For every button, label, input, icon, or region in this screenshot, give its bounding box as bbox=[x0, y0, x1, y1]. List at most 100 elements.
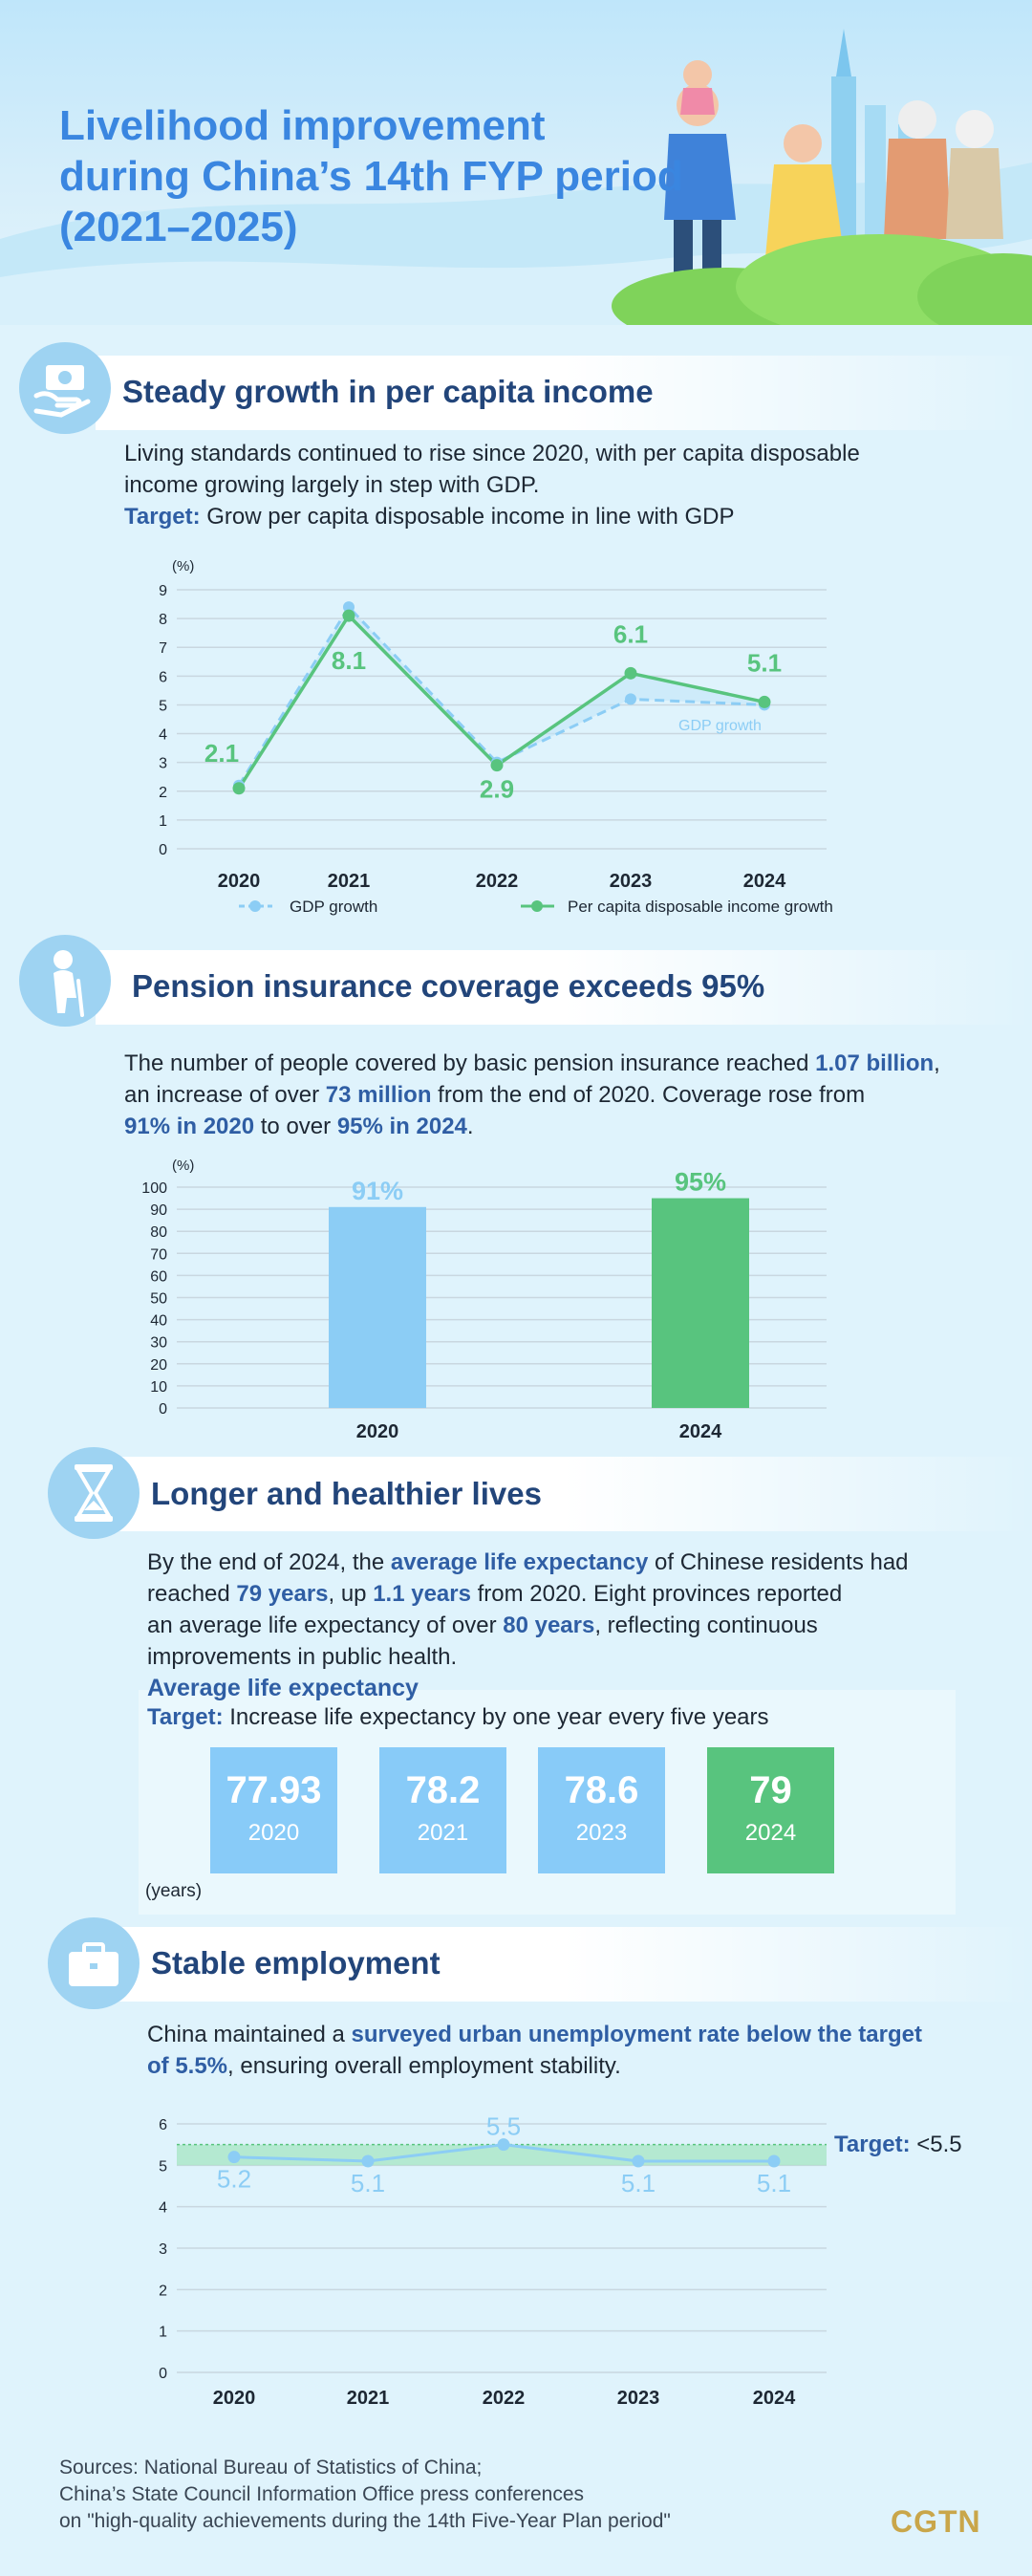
income-point bbox=[758, 695, 771, 708]
pension-text: from the end of 2020. Coverage rose from bbox=[431, 1082, 866, 1108]
unemployment-point bbox=[497, 2138, 510, 2152]
x-category-label: 2021 bbox=[328, 871, 371, 892]
pension-highlight: 95% in 2024 bbox=[336, 1114, 467, 1139]
y-tick-label: 60 bbox=[150, 1268, 167, 1285]
x-category-label: 2020 bbox=[213, 2388, 256, 2409]
y-tick-label: 5 bbox=[159, 2158, 167, 2175]
life-card-value: 78.6 bbox=[564, 1769, 639, 1811]
y-tick-label: 3 bbox=[159, 756, 167, 772]
pension-data-label: 91% bbox=[352, 1177, 403, 1205]
life-paragraph: By the end of 2024, the average life exp… bbox=[147, 1547, 909, 1673]
pension-bar bbox=[329, 1206, 426, 1408]
pension-section-band bbox=[96, 950, 1032, 1025]
life-text: improvements in public health. bbox=[147, 1644, 458, 1670]
life-title: Longer and healthier lives bbox=[151, 1476, 542, 1511]
cgtn-logo: CGTN bbox=[891, 2504, 981, 2539]
y-tick-label: 30 bbox=[150, 1335, 167, 1352]
pension-bar-chart: 0 10 20 30 40 50 60 70 80 90 100 (%) 91% 2020 95% 2024 bbox=[141, 1158, 827, 1442]
employment-text: China maintained a bbox=[147, 2022, 352, 2047]
income-data-label: 2.1 bbox=[204, 739, 239, 768]
life-card-2023: 78.6 2023 bbox=[538, 1747, 665, 1873]
pension-highlight: 91% in 2020 bbox=[124, 1114, 255, 1139]
income-data-label: 8.1 bbox=[332, 646, 366, 675]
income-line-2: income growing largely in step with GDP. bbox=[124, 472, 540, 498]
y-tick-label: 1 bbox=[159, 813, 167, 830]
employment-paragraph: China maintained a surveyed urban unempl… bbox=[147, 2019, 922, 2082]
income-data-label: 5.1 bbox=[747, 648, 782, 677]
y-tick-label: 80 bbox=[150, 1224, 167, 1241]
unemployment-point bbox=[227, 2151, 241, 2164]
pension-text: an increase of over bbox=[124, 1082, 326, 1108]
source-line: Sources: National Bureau of Statistics o… bbox=[59, 2457, 483, 2479]
employment-highlight: of 5.5% bbox=[147, 2053, 228, 2079]
unemployment-data-label: 5.2 bbox=[217, 2165, 251, 2194]
y-tick-label: 2 bbox=[159, 785, 167, 801]
employment-target: Target: <5.5 bbox=[834, 2132, 962, 2158]
hourglass-icon bbox=[48, 1447, 140, 1539]
y-unit-label: (%) bbox=[172, 558, 194, 574]
employment-highlight: surveyed urban unemployment rate below t… bbox=[351, 2022, 922, 2047]
life-card-year: 2020 bbox=[247, 1820, 300, 1846]
unemployment-data-label: 5.1 bbox=[351, 2169, 385, 2197]
unemployment-data-label: 5.5 bbox=[486, 2112, 521, 2141]
y-tick-label: 0 bbox=[159, 1401, 167, 1418]
employment-target-label: Target: bbox=[834, 2132, 911, 2157]
y-tick-label: 4 bbox=[159, 727, 167, 744]
life-highlight: 1.1 years bbox=[373, 1581, 471, 1607]
life-text: of Chinese residents had bbox=[648, 1549, 909, 1575]
unemployment-point bbox=[361, 2154, 375, 2168]
life-text: , up bbox=[328, 1581, 374, 1607]
y-tick-label: 8 bbox=[159, 612, 167, 628]
y-tick-label: 3 bbox=[159, 2241, 167, 2258]
employment-text: , ensuring overall employment stability. bbox=[227, 2053, 621, 2079]
income-point bbox=[342, 609, 355, 622]
life-highlight: 79 years bbox=[236, 1581, 329, 1607]
life-subtitle: Average life expectancy bbox=[147, 1675, 419, 1701]
income-line-1: Living standards continued to rise since… bbox=[124, 441, 860, 466]
gdp-point bbox=[343, 601, 355, 614]
y-tick-label: 90 bbox=[150, 1202, 167, 1219]
unemployment-line-chart: 0 1 2 3 4 5 6 5.2 5.1 5.5 5.1 5.1 2020 2021 2022 2023 20… bbox=[159, 2112, 827, 2409]
y-tick-label: 20 bbox=[150, 1357, 167, 1374]
income-paragraph: Living standards continued to rise since… bbox=[124, 438, 860, 532]
pension-title: Pension insurance coverage exceeds 95% bbox=[132, 968, 765, 1004]
life-text: By the end of 2024, the bbox=[147, 1549, 391, 1575]
y-tick-label: 1 bbox=[159, 2325, 167, 2341]
life-text: , reflecting continuous bbox=[594, 1613, 818, 1638]
life-card-2024: 79 2024 bbox=[707, 1747, 834, 1873]
x-category-label: 2024 bbox=[679, 1421, 722, 1442]
legend-gdp-marker bbox=[249, 900, 261, 912]
money-hand-icon bbox=[19, 342, 111, 434]
employment-section-band bbox=[96, 1927, 1032, 2002]
x-category-label: 2023 bbox=[617, 2388, 660, 2409]
title-line-1: Livelihood improvement bbox=[59, 102, 546, 149]
y-tick-label: 5 bbox=[159, 698, 167, 714]
pension-data-label: 95% bbox=[675, 1168, 726, 1197]
life-unit: (years) bbox=[145, 1881, 203, 1901]
gdp-gap-area bbox=[239, 607, 764, 789]
y-tick-label: 50 bbox=[150, 1291, 167, 1308]
briefcase-icon bbox=[48, 1917, 140, 2009]
life-card-value: 77.93 bbox=[226, 1769, 322, 1811]
x-category-label: 2022 bbox=[476, 871, 519, 892]
income-target-label: Target: bbox=[124, 504, 201, 530]
sources-footer: Sources: National Bureau of Statistics o… bbox=[59, 2455, 671, 2535]
pension-text: , bbox=[934, 1050, 940, 1076]
life-card-year: 2024 bbox=[744, 1820, 797, 1846]
x-category-label: 2022 bbox=[483, 2388, 526, 2409]
life-target: Target: Increase life expectancy by one … bbox=[147, 1704, 769, 1731]
unemployment-point bbox=[767, 2154, 781, 2168]
pension-bar bbox=[652, 1198, 749, 1408]
gdp-growth-line bbox=[237, 604, 765, 787]
life-card-year: 2023 bbox=[575, 1820, 628, 1846]
x-category-label: 2021 bbox=[347, 2388, 390, 2409]
pension-text: The number of people covered by basic pe… bbox=[124, 1050, 816, 1076]
y-tick-label: 70 bbox=[150, 1246, 167, 1263]
income-section-band bbox=[96, 356, 1032, 430]
income-data-label: 6.1 bbox=[613, 619, 648, 648]
legend-income-label: Per capita disposable income growth bbox=[568, 898, 833, 916]
page-title: Livelihood improvement during China’s 14… bbox=[59, 100, 728, 252]
gdp-annotation: GDP growth bbox=[678, 718, 762, 734]
title-line-2: during China’s 14th FYP period bbox=[59, 153, 683, 200]
income-point bbox=[490, 759, 504, 772]
